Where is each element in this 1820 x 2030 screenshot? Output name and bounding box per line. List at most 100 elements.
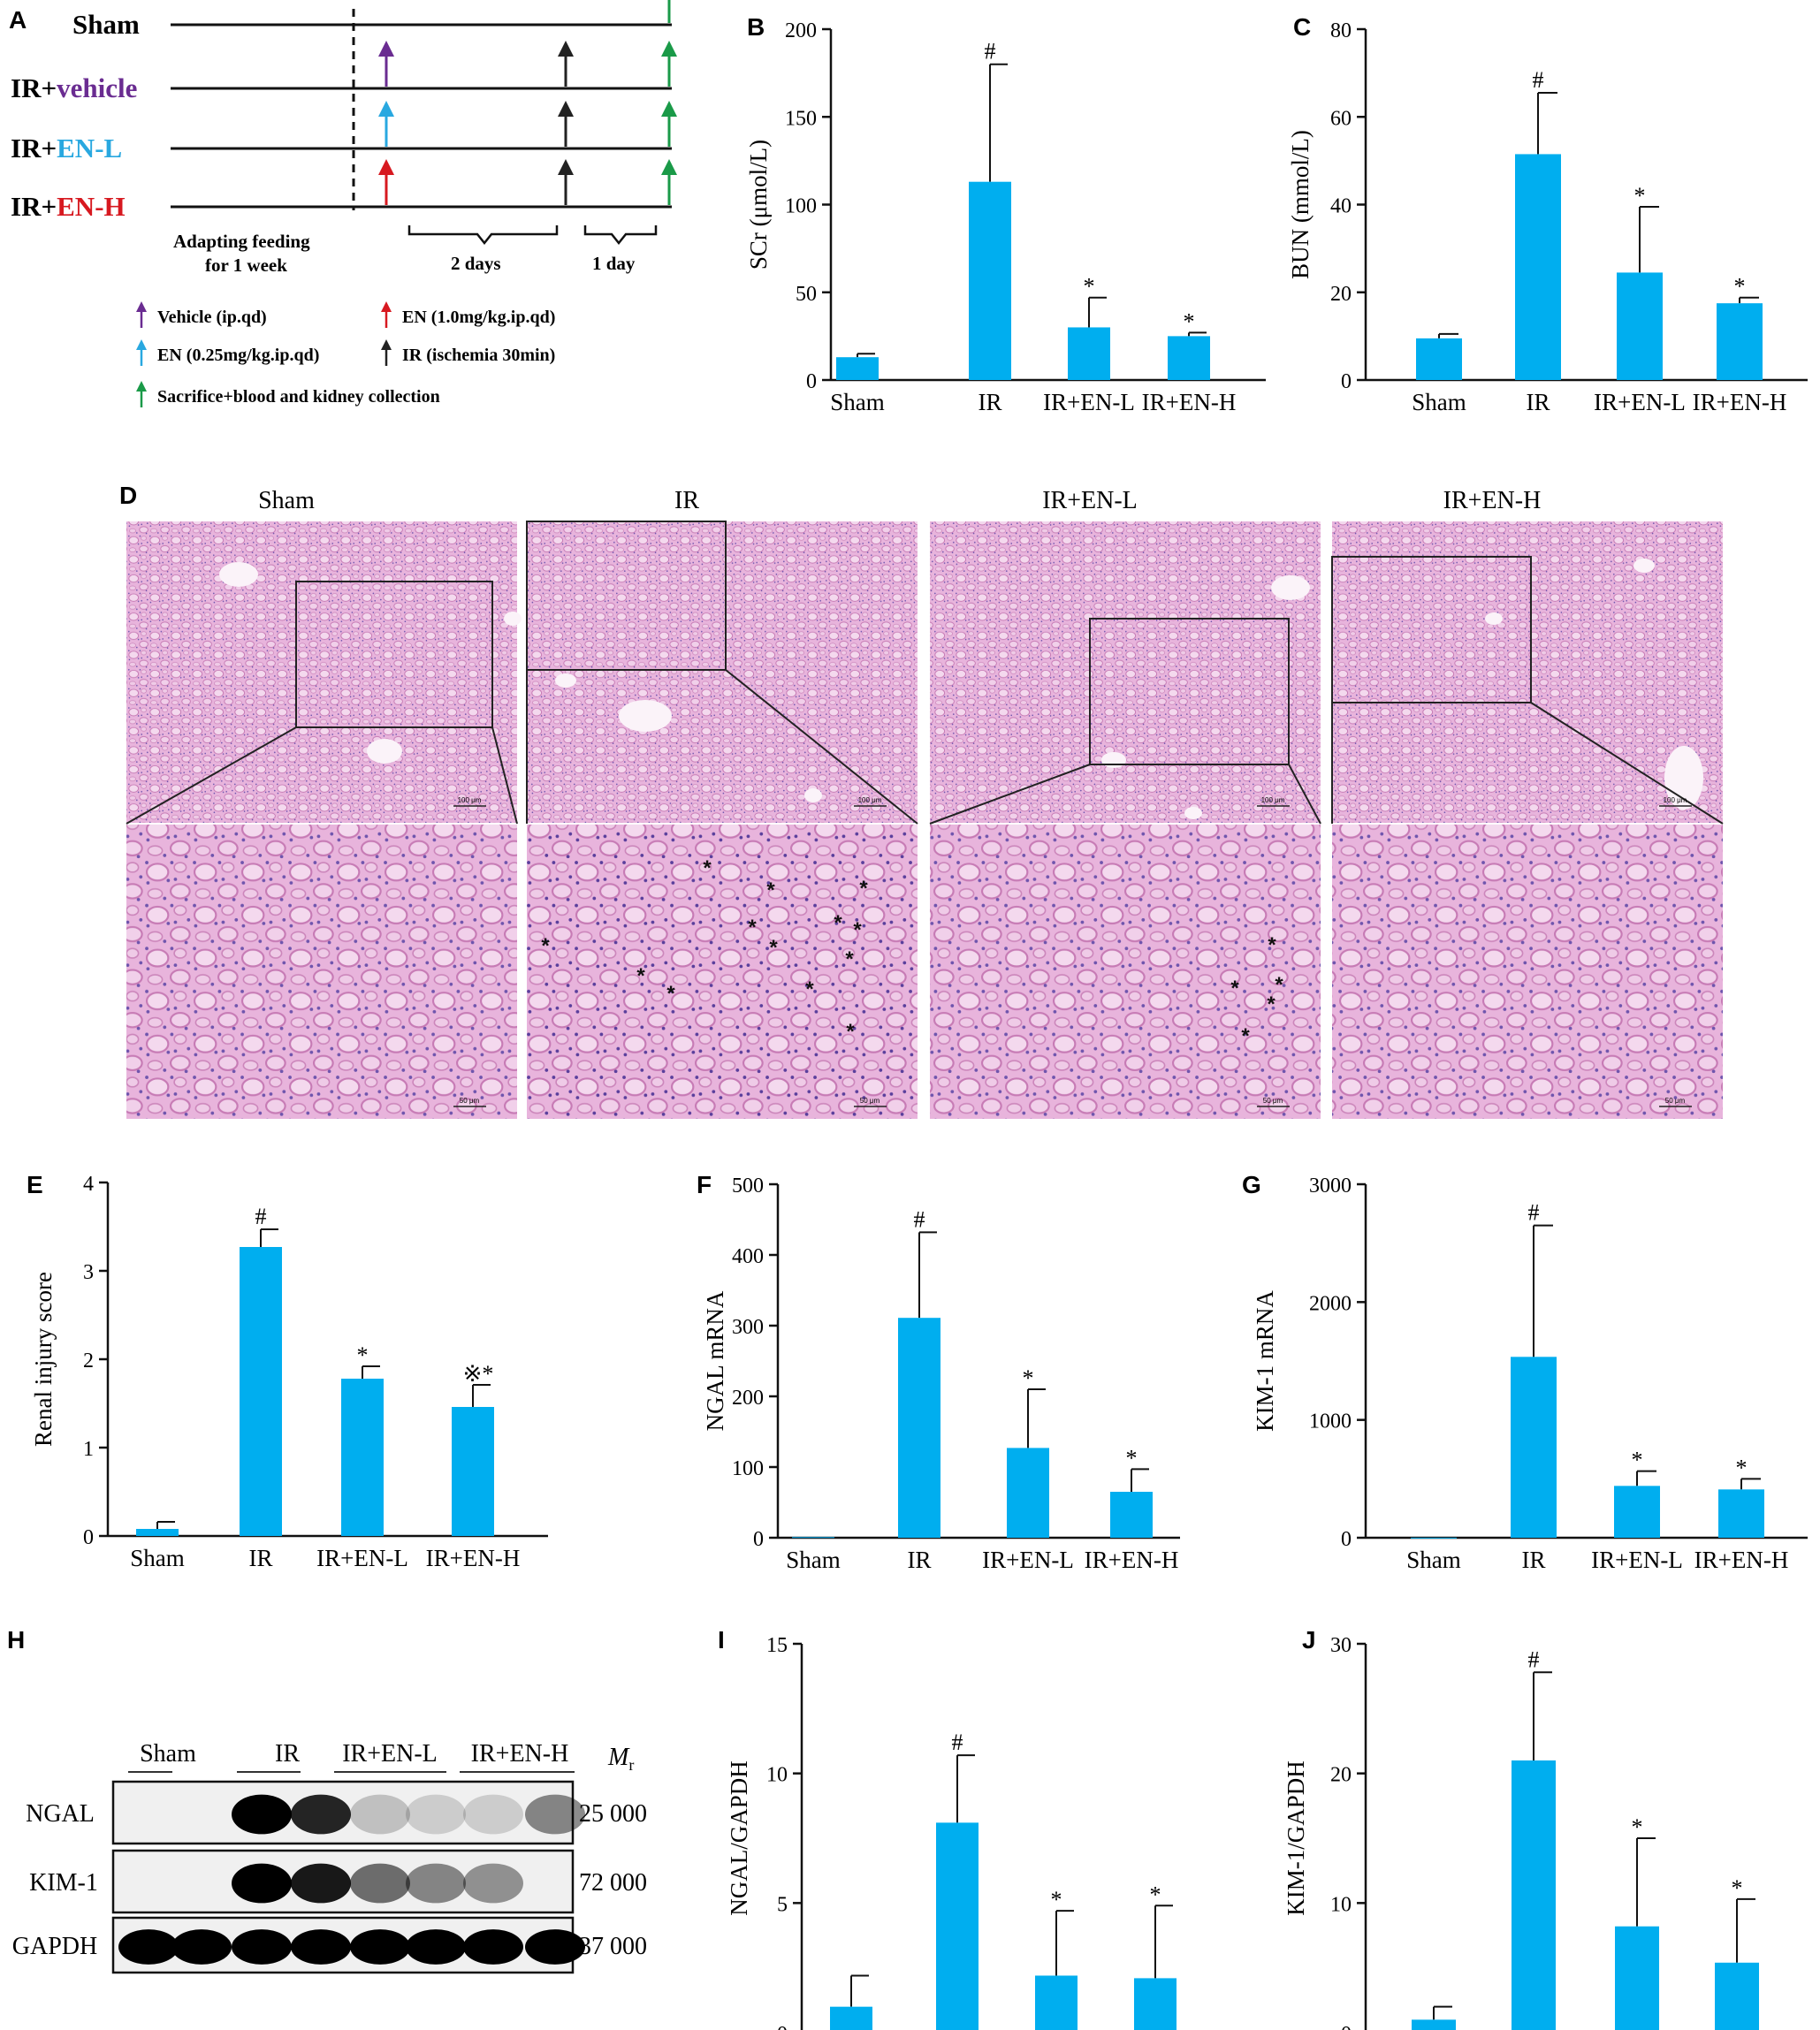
group-label: Sham [72,9,140,40]
protein-band [406,1863,466,1904]
y-tick-label: 0 [1341,1528,1352,1551]
bar [1416,338,1462,380]
y-axis-label: BUN (mmol/L) [1287,130,1314,279]
y-tick-label: 200 [785,19,817,42]
x-tick-label: IR [249,1545,273,1571]
y-tick-label: 500 [732,1175,764,1197]
bar [136,1529,179,1536]
protein-band [171,1929,232,1965]
x-tick-label: IR+EN-H [1694,1547,1789,1573]
legend-arrow-head [381,339,392,350]
y-tick-label: 0 [1341,2023,1352,2030]
lane-label: Sham [140,1740,196,1768]
y-tick-label: 0 [777,2023,788,2030]
bar [936,1822,979,2030]
x-tick-label: IR+EN-L [982,1547,1074,1573]
panel-letter-e: E [27,1171,43,1198]
y-tick-label: 150 [785,107,817,130]
significance-marker: * [1632,1448,1643,1473]
y-tick-label: 40 [1330,195,1352,218]
arrow-head [661,101,677,117]
x-tick-label: Sham [1412,389,1466,415]
x-tick-label: IR+EN-H [1142,389,1237,415]
chart-f: 0 100 200 300 400 500 NGAL mRNA Sham IR # IR+EN-L *… [702,1175,1180,1573]
significance-marker: ※* [463,1361,494,1387]
bar [341,1379,384,1536]
injury-marker: * [666,982,675,1006]
injury-marker: * [1230,977,1239,1000]
y-axis-label: NGAL mRNA [702,1290,728,1431]
y-tick-label: 10 [1330,1893,1352,1916]
legend-arrow-head [381,301,392,312]
y-axis-label: KIM-1 mRNA [1252,1290,1278,1432]
adapting-text-1: Adapting feeding [173,231,310,252]
protein-band [525,1794,585,1835]
arrow-head [558,159,574,175]
vessel-lumen [1271,575,1310,600]
chart-j: 0102030KIM-1/GAPDHShamIR#IR+EN-L*IR+EN-H… [1283,1634,1759,2030]
bar [830,2006,872,2030]
bar [1614,1486,1660,1538]
vessel-lumen [1184,807,1202,819]
vessel-lumen [367,739,402,764]
histology-image-low-mag [1332,521,1723,824]
injury-marker: * [748,916,757,939]
panel-letter-f: F [697,1171,712,1198]
legend-arrow-head [136,301,147,312]
y-tick-label: 400 [732,1245,764,1268]
injury-marker: * [766,878,775,902]
protein-band [525,1929,585,1965]
bar [1717,303,1763,380]
panel-letter-j: J [1302,1626,1316,1654]
panel-letter-b: B [747,13,765,41]
zoom-connector [1530,702,1724,825]
chart-e: 0 1 2 3 4 Renal injury score Sham IR # IR+EN-L * IR… [30,1173,548,1571]
bar [1615,1926,1659,2030]
interval-bracket [407,225,559,246]
bar [1168,336,1210,380]
y-tick-label: 50 [796,283,817,306]
bar [1412,2019,1456,2030]
lane-label: IR [275,1740,300,1768]
significance-marker: * [357,1342,369,1368]
y-axis-label: Renal injury score [30,1272,57,1447]
chart-g: 0 1000 2000 3000 KIM-1 mRNA Sham IR # IR+EN-L * IR… [1252,1175,1808,1573]
x-tick-label: IR [979,389,1002,415]
x-tick-label: Sham [1406,1547,1461,1573]
arrow-head [378,159,394,175]
significance-marker: * [1051,1887,1062,1912]
y-tick-label: 1000 [1309,1410,1352,1433]
x-tick-label: IR [1527,389,1550,415]
bar [1511,1357,1557,1538]
lane-label: IR+EN-H [471,1740,569,1768]
arrow-head [558,41,574,57]
scale-bar-label: 100 μm [458,796,482,804]
bar [836,357,879,380]
legend-label: EN (1.0mg/kg.ip.qd) [402,308,555,327]
injury-marker: * [1267,992,1276,1016]
significance-marker: # [1528,1646,1540,1672]
x-tick-label: Sham [130,1545,185,1571]
scale-bar-label: 100 μm [858,796,882,804]
bar [1617,272,1663,380]
histology-image-high-mag [1332,824,1723,1119]
injury-marker: * [703,856,712,880]
blot-row-label: GAPDH [12,1933,97,1960]
protein-band [463,1794,523,1835]
x-tick-label: IR [1522,1547,1546,1573]
protein-band [118,1929,179,1965]
significance-marker: * [1084,274,1095,300]
bar [1411,1537,1457,1539]
panel-letter-i: I [718,1626,725,1654]
vessel-lumen [1485,612,1503,625]
y-tick-label: 3 [83,1261,94,1284]
protein-band [350,1929,410,1965]
significance-marker: * [1150,1882,1161,1907]
panel-letter-g: G [1242,1171,1261,1198]
legend-label: Vehicle (ip.qd) [157,308,267,327]
x-tick-label: Sham [786,1547,841,1573]
arrow-head [378,41,394,57]
protein-band [350,1863,410,1904]
lane-label: IR+EN-L [342,1740,438,1768]
panel-letter-d: D [119,482,137,509]
